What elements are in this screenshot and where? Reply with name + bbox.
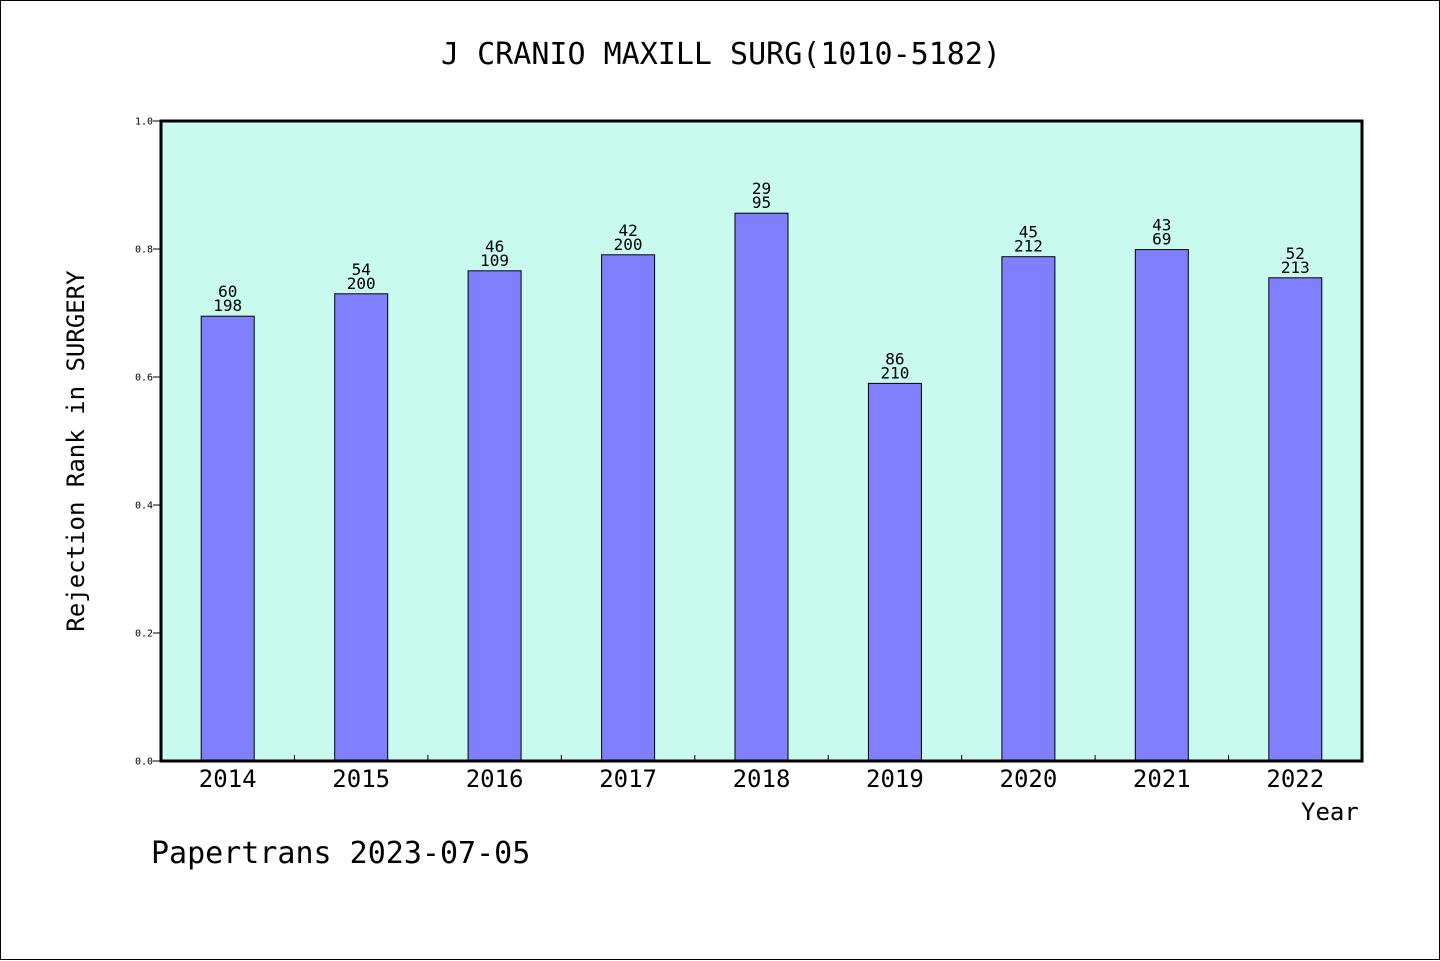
bar-label-bottom-2022: 213 xyxy=(1281,258,1310,277)
footer-credit: Papertrans 2023-07-05 xyxy=(151,836,531,871)
x-tick-label-2020: 2020 xyxy=(1000,765,1058,793)
y-tick-label-1.0: 1.0 xyxy=(135,117,153,128)
bar-label-bottom-2019: 210 xyxy=(880,363,909,382)
bar-label-top-2017: 42 xyxy=(618,221,637,240)
bar-label-top-2018: 29 xyxy=(752,179,771,198)
bar-label-top-2015: 54 xyxy=(352,260,371,279)
bar-label-top-2021: 43 xyxy=(1152,216,1171,235)
axes-group: 2014 2015 2016 2017 2018 2019 2020 2021 2022 0.0 0… xyxy=(135,117,1324,794)
plot-border xyxy=(159,119,1364,763)
bar-label-top-2014: 60 xyxy=(218,282,237,301)
y-tick-label-0.6: 0.6 xyxy=(135,373,153,384)
bar-label-bottom-2016: 109 xyxy=(480,251,509,270)
y-tick-label-0.0: 0.0 xyxy=(135,757,153,768)
bar-label-bottom-2015: 200 xyxy=(347,274,376,293)
bar-2015 xyxy=(334,293,389,762)
y-tick-label-0.8: 0.8 xyxy=(135,245,153,256)
bar-label-top-2022: 52 xyxy=(1286,244,1305,263)
x-tick-label-2019: 2019 xyxy=(866,765,924,793)
x-tick-label-2022: 2022 xyxy=(1266,765,1324,793)
chart-title: J CRANIO MAXILL SURG(1010-5182) xyxy=(441,37,1001,72)
bar-label-bottom-2014: 198 xyxy=(213,296,242,315)
bar-labels-group: 6019854200461094220029958621045212436952… xyxy=(213,179,1310,382)
bar-label-bottom-2021: 69 xyxy=(1152,230,1171,249)
bar-label-bottom-2017: 200 xyxy=(614,235,643,254)
bar-label-bottom-2020: 212 xyxy=(1014,237,1043,256)
x-tick-label-2015: 2015 xyxy=(332,765,390,793)
x-axis-label: Year xyxy=(1301,798,1359,826)
bar-2017 xyxy=(601,254,656,762)
x-tick-label-2021: 2021 xyxy=(1133,765,1191,793)
y-tick-label-0.4: 0.4 xyxy=(135,501,153,512)
bar-label-top-2019: 86 xyxy=(885,349,904,368)
bar-2014 xyxy=(200,315,255,762)
bar-label-top-2020: 45 xyxy=(1019,223,1038,242)
bar-label-bottom-2018: 95 xyxy=(752,193,771,212)
x-tick-label-2017: 2017 xyxy=(599,765,657,793)
x-tick-label-2016: 2016 xyxy=(466,765,524,793)
bar-2019 xyxy=(867,382,922,762)
bar-2016 xyxy=(467,270,522,762)
x-tick-label-2018: 2018 xyxy=(733,765,791,793)
bars-group xyxy=(200,212,1323,762)
bar-2020 xyxy=(1001,256,1056,762)
bar-2022 xyxy=(1268,277,1323,762)
y-tick-label-0.2: 0.2 xyxy=(135,629,153,640)
bar-2021 xyxy=(1134,249,1189,762)
bar-label-top-2016: 46 xyxy=(485,237,504,256)
x-tick-label-2014: 2014 xyxy=(199,765,257,793)
bar-2018 xyxy=(734,212,789,762)
